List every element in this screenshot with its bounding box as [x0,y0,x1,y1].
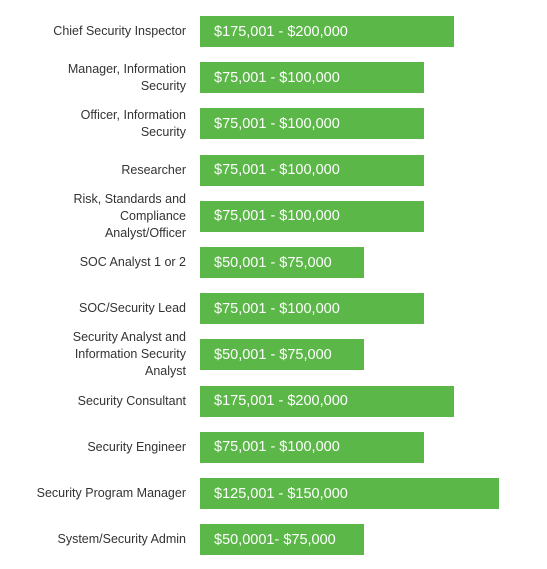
bar: $75,001 - $100,000 [200,108,424,140]
bar: $50,001 - $75,000 [200,247,364,278]
category-label: Security Consultant [77,393,186,408]
bar-value-label: $175,001 - $200,000 [214,23,348,40]
bar: $75,001 - $100,000 [200,431,424,463]
bar-value-label: $50,001 - $75,000 [214,254,332,271]
bar: $75,001 - $100,000 [200,154,424,186]
category-label: Officer, Information Security [80,107,186,139]
bar: $125,001 - $150,000 [200,478,499,509]
bar-value-label: $75,001 - $100,000 [214,300,340,317]
bar-value-label: $75,001 - $100,000 [214,69,340,86]
bar: $50,0001- $75,000 [200,524,364,556]
category-label: Risk, Standards and Compliance Analyst/O… [73,191,186,240]
bar: $175,001 - $200,000 [200,16,454,47]
category-label: Chief Security Inspector [53,24,186,38]
bar: $75,001 - $100,000 [200,293,424,325]
bar-value-label: $75,001 - $100,000 [214,115,340,132]
bar-value-label: $75,001 - $100,000 [214,162,340,179]
category-label: Security Program Manager [36,486,186,500]
bar: $75,001 - $100,000 [200,200,424,232]
category-label: Security Engineer [87,439,186,454]
bar-value-label: $75,001 - $100,000 [214,208,340,225]
bar: $175,001 - $200,000 [200,385,454,417]
category-label: SOC/Security Lead [79,301,186,316]
bar-value-label: $75,001 - $100,000 [214,439,340,456]
bar-value-label: $125,001 - $150,000 [214,485,348,502]
bar: $50,001 - $75,000 [200,339,364,371]
category-label: SOC Analyst 1 or 2 [79,255,186,269]
bar-value-label: $50,001 - $75,000 [214,346,332,363]
category-label: Researcher [121,162,186,177]
category-label: Security Analyst and Information Securit… [72,330,186,379]
category-label: Manager, Information Security [67,61,186,93]
bar: $75,001 - $100,000 [200,62,424,94]
bar-value-label: $175,001 - $200,000 [214,393,348,410]
bar-value-label: $50,0001- $75,000 [214,531,336,548]
category-label: System/Security Admin [57,532,186,547]
